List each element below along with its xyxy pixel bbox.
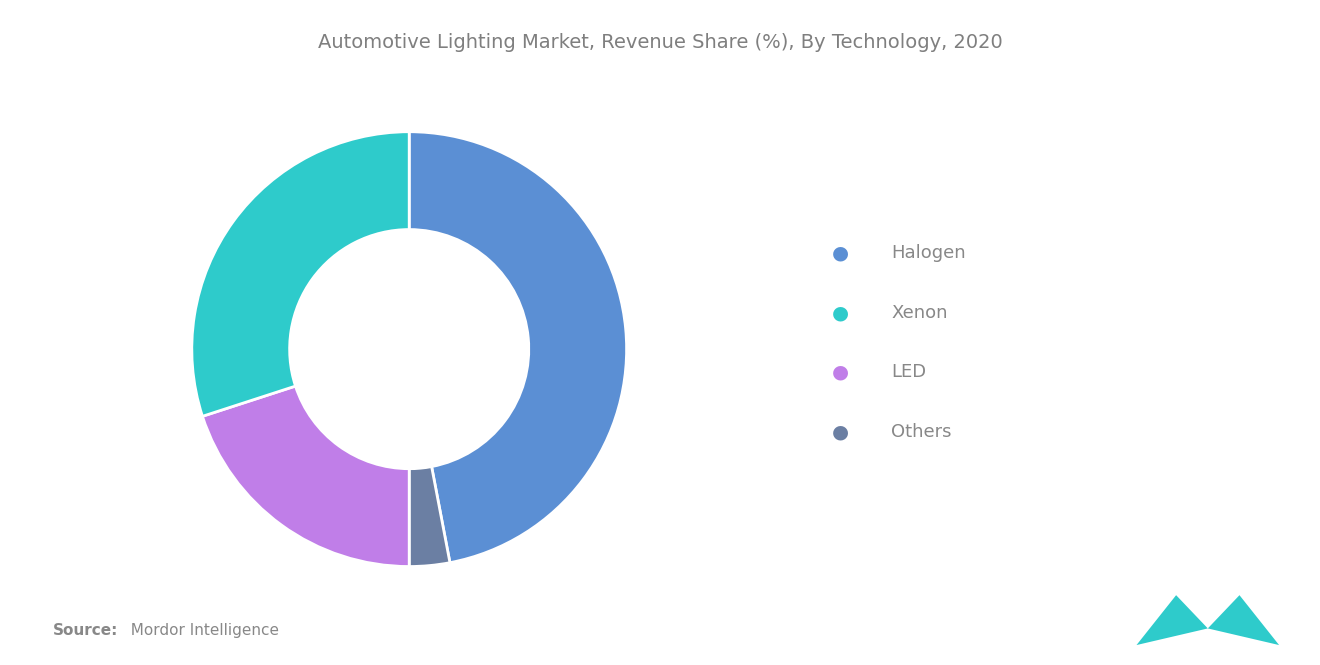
Text: Mordor Intelligence: Mordor Intelligence bbox=[121, 623, 280, 638]
Wedge shape bbox=[409, 132, 627, 563]
Wedge shape bbox=[409, 467, 450, 567]
Text: Source:: Source: bbox=[53, 623, 119, 638]
Text: Xenon: Xenon bbox=[891, 303, 948, 322]
Text: LED: LED bbox=[891, 363, 927, 382]
Text: ●: ● bbox=[832, 243, 849, 262]
Text: Automotive Lighting Market, Revenue Share (%), By Technology, 2020: Automotive Lighting Market, Revenue Shar… bbox=[318, 33, 1002, 53]
Wedge shape bbox=[202, 386, 409, 567]
Text: Others: Others bbox=[891, 423, 952, 442]
Text: ●: ● bbox=[832, 423, 849, 442]
Text: Halogen: Halogen bbox=[891, 243, 966, 262]
Wedge shape bbox=[191, 132, 409, 416]
Text: ●: ● bbox=[832, 363, 849, 382]
Text: ●: ● bbox=[832, 303, 849, 322]
